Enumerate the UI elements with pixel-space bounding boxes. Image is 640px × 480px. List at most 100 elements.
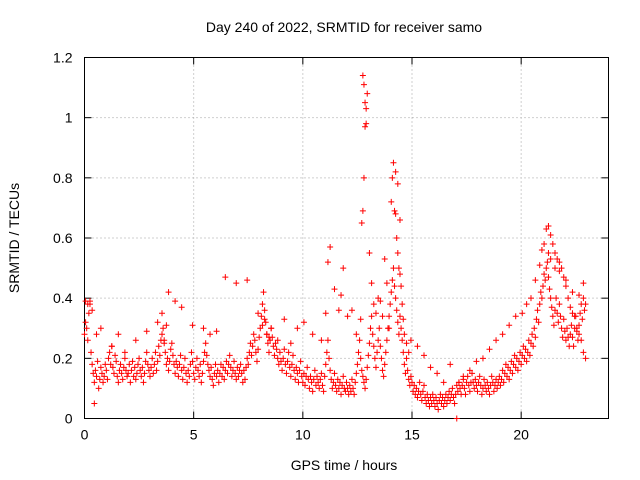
data-point [479,355,486,362]
data-point [549,241,556,248]
data-point [84,337,91,344]
data-point [486,391,493,398]
data-point [535,319,542,326]
data-point [416,379,423,386]
data-point [496,373,503,380]
data-point [183,370,190,377]
data-point [248,352,255,359]
data-point [489,379,496,386]
data-point [503,373,510,380]
data-point [353,370,360,377]
data-point [400,316,407,323]
data-point [320,388,327,395]
data-point [470,379,477,386]
data-point [290,352,297,359]
data-point [548,304,555,311]
data-point [430,397,437,404]
data-point [546,286,553,293]
data-point [243,364,250,371]
data-point [562,283,569,290]
data-point [339,382,346,389]
data-point [88,349,95,356]
data-point [124,373,131,380]
data-point [217,361,224,368]
data-point [187,361,194,368]
data-point [400,349,407,356]
data-point [353,331,360,338]
data-point [375,337,382,344]
data-point [345,391,352,398]
data-point [106,349,113,356]
data-point [578,337,585,344]
data-point [362,385,369,392]
data-point [549,313,556,320]
data-point [500,379,507,386]
data-point [407,373,414,380]
data-point [244,355,251,362]
data-point [238,370,245,377]
data-point [109,364,116,371]
data-point [291,367,298,374]
data-point [348,376,355,383]
data-point [350,385,357,392]
data-point [394,319,401,326]
data-point [216,370,223,377]
data-point [374,349,381,356]
data-point [395,265,402,272]
data-point [515,358,522,365]
data-point [262,319,269,326]
data-point [147,373,153,380]
data-point [433,394,440,401]
data-point [481,376,488,383]
x-axis-label: GPS time / hours [291,457,398,473]
data-point [561,328,568,335]
data-point [324,337,331,344]
data-point [359,207,366,214]
data-point [527,295,534,302]
data-point [377,298,384,305]
data-point [498,376,505,383]
data-point [81,331,88,338]
data-point [569,289,576,296]
data-point [92,367,99,374]
y-tick-label: 0 [65,411,73,427]
data-point [235,373,242,380]
data-point [501,370,508,377]
data-point [533,316,540,323]
data-point [132,337,139,344]
data-point [193,355,200,362]
data-point [372,364,379,371]
data-point [338,292,345,299]
data-point [131,364,138,371]
data-point [318,337,325,344]
data-point [317,376,324,383]
data-point [422,394,429,401]
data-point [452,391,459,398]
data-point [362,123,369,130]
data-point [359,373,366,380]
data-point [120,364,127,371]
data-point [426,403,433,410]
data-point [144,361,151,368]
data-point [576,322,583,329]
data-point [544,259,551,266]
data-point [275,361,282,368]
data-point [526,352,533,359]
data-point [474,388,481,395]
data-point [367,325,374,332]
data-point [536,301,543,308]
x-tick-label: 0 [81,427,89,443]
data-point [506,376,513,383]
data-point [112,352,119,359]
data-point [279,367,286,374]
data-point [180,364,187,371]
data-point [130,373,137,380]
data-point [304,364,311,371]
data-point [532,277,539,284]
data-point [299,379,306,386]
data-point [552,307,559,314]
data-point [314,373,321,380]
data-point [89,307,96,314]
data-point [199,370,206,377]
data-point [414,343,421,350]
